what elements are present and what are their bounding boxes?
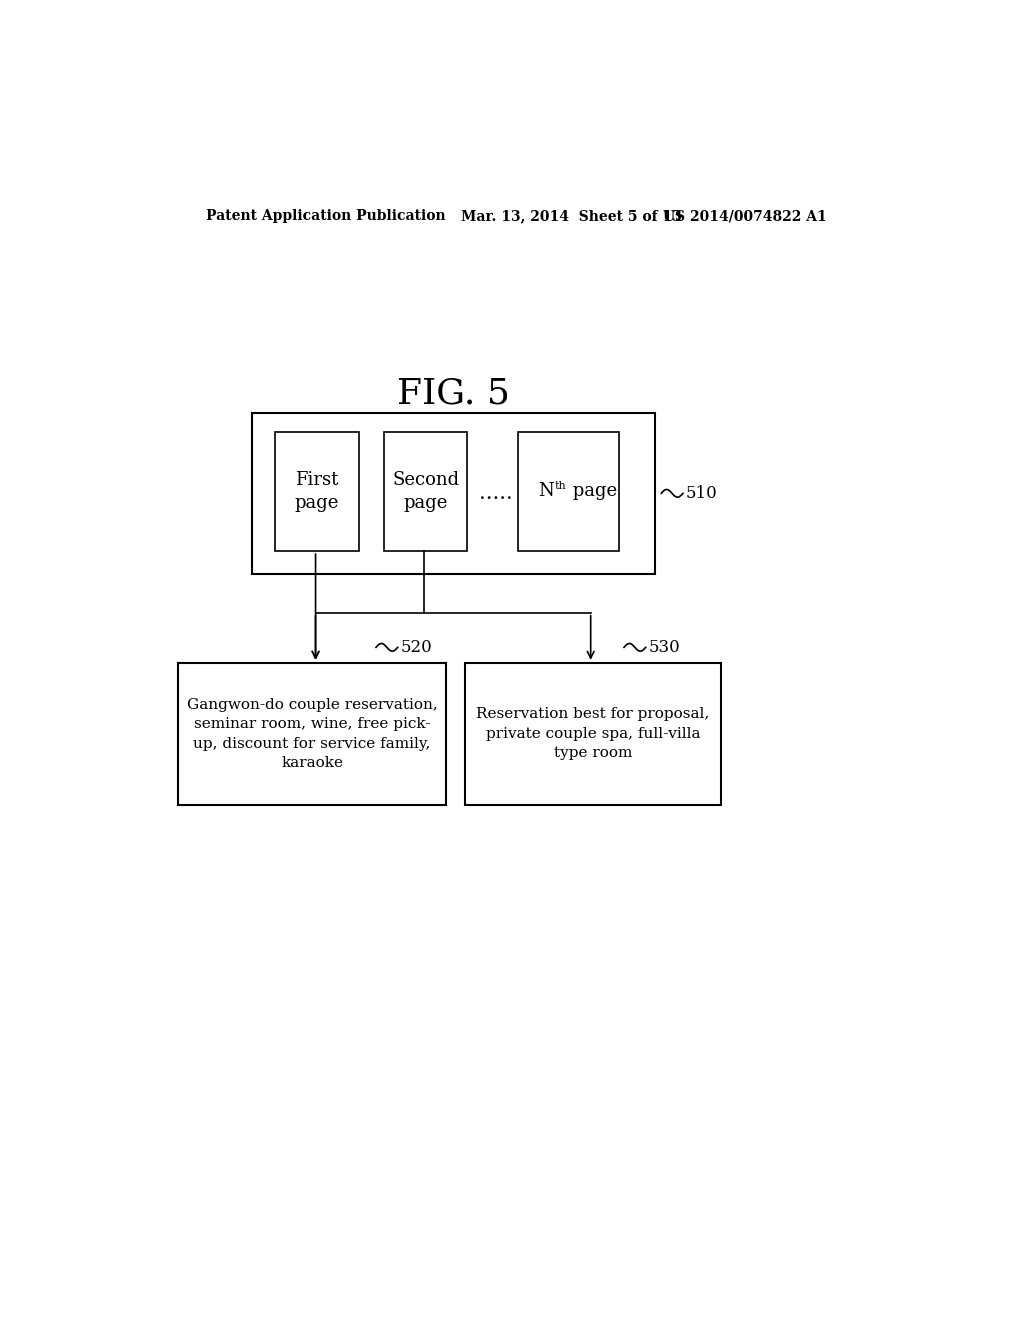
Text: FIG. 5: FIG. 5 [397,376,510,411]
Bar [275,432,359,552]
Text: N: N [539,482,554,500]
Text: page: page [566,482,616,500]
Text: 530: 530 [649,639,681,656]
Text: Mar. 13, 2014  Sheet 5 of 13: Mar. 13, 2014 Sheet 5 of 13 [461,209,682,223]
Bar [252,412,655,574]
Text: Gangwon-do couple reservation,
seminar room, wine, free pick-
up, discount for s: Gangwon-do couple reservation, seminar r… [186,698,437,771]
Text: Reservation best for proposal,
private couple spa, full-villa
type room: Reservation best for proposal, private c… [476,708,710,760]
Bar [518,432,618,552]
Bar [384,432,467,552]
Bar [465,663,721,805]
Text: First
page: First page [295,471,339,512]
Text: .....: ..... [479,484,513,503]
Text: 520: 520 [400,639,432,656]
Text: US 2014/0074822 A1: US 2014/0074822 A1 [663,209,826,223]
Text: Second
page: Second page [392,471,459,512]
Text: 510: 510 [686,484,718,502]
Bar [178,663,445,805]
Text: th: th [555,480,566,491]
Text: Patent Application Publication: Patent Application Publication [206,209,445,223]
